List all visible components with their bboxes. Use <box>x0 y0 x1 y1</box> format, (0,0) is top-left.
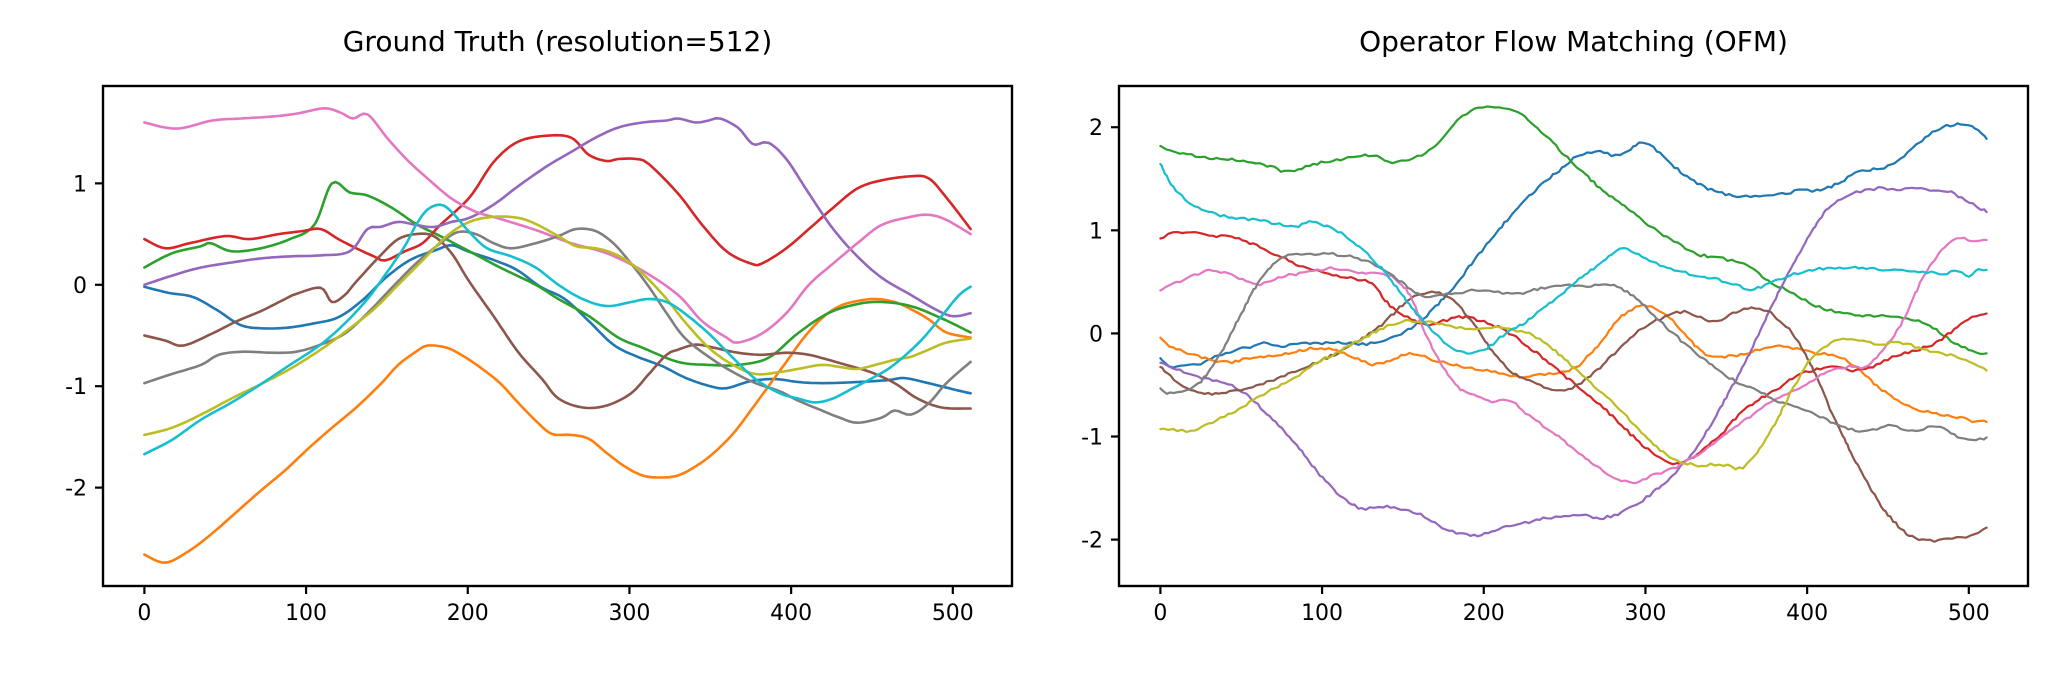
line-series-red <box>1159 231 1988 466</box>
line-series-purple <box>1159 186 1988 538</box>
line-series-cyan <box>1159 163 1988 355</box>
axes-1: 0 100 200 300 400 500 -2 -1 0 1 2 <box>1081 84 2030 626</box>
x-tick-label: 300 <box>1624 601 1666 626</box>
line-series-gray <box>1159 252 1988 442</box>
series-lines <box>1159 105 1988 543</box>
line-series-brown <box>143 232 972 410</box>
y-tick-label: 1 <box>1089 219 1103 244</box>
line-series-blue <box>1159 122 1988 369</box>
y-tick-label: 0 <box>1089 322 1103 347</box>
y-axis: -2 -1 0 1 2 <box>1081 116 1119 554</box>
x-tick-label: 400 <box>1786 601 1828 626</box>
x-tick-label: 0 <box>137 601 151 626</box>
line-series-pink <box>1159 236 1988 485</box>
x-tick-label: 400 <box>770 601 812 626</box>
y-axis: -2 -1 0 1 <box>65 172 103 502</box>
line-series-orange <box>143 297 972 564</box>
line-series-cyan <box>143 203 972 456</box>
x-axis: 0 100 200 300 400 500 <box>1153 586 1990 626</box>
y-tick-label: 2 <box>1089 116 1103 141</box>
plot-title-ground-truth: Ground Truth (resolution=512) <box>342 25 773 58</box>
x-tick-label: 300 <box>608 601 650 626</box>
x-tick-label: 100 <box>285 601 327 626</box>
x-tick-label: 0 <box>1153 601 1167 626</box>
axes-spines <box>1117 84 2030 588</box>
x-tick-label: 500 <box>1948 601 1990 626</box>
x-tick-label: 100 <box>1301 601 1343 626</box>
line-series-blue <box>143 243 972 395</box>
y-tick-label: -2 <box>65 477 87 502</box>
x-tick-label: 500 <box>932 601 974 626</box>
plot-title-ofm: Operator Flow Matching (OFM) <box>1359 25 1788 58</box>
x-tick-label: 200 <box>447 601 489 626</box>
axes-spines <box>101 84 1014 588</box>
line-series-olive <box>143 215 972 437</box>
y-tick-label: -1 <box>1081 426 1103 451</box>
line-series-green <box>1159 105 1988 355</box>
axes-0: 0 100 200 300 400 500 -2 -1 0 1 <box>65 84 1014 626</box>
line-series-orange <box>1159 303 1988 424</box>
series-lines <box>143 107 972 564</box>
line-series-olive <box>1159 318 1988 471</box>
line-series-red <box>143 133 972 267</box>
y-tick-label: 1 <box>73 172 87 197</box>
y-tick-label: 0 <box>73 274 87 299</box>
line-series-gray <box>143 227 972 424</box>
y-tick-label: -1 <box>65 375 87 400</box>
y-tick-label: -2 <box>1081 529 1103 554</box>
x-tick-label: 200 <box>1463 601 1505 626</box>
line-series-brown <box>1159 290 1988 543</box>
line-series-green <box>143 180 972 367</box>
x-axis: 0 100 200 300 400 500 <box>137 586 974 626</box>
line-series-pink <box>143 107 972 344</box>
line-series-purple <box>143 117 972 318</box>
